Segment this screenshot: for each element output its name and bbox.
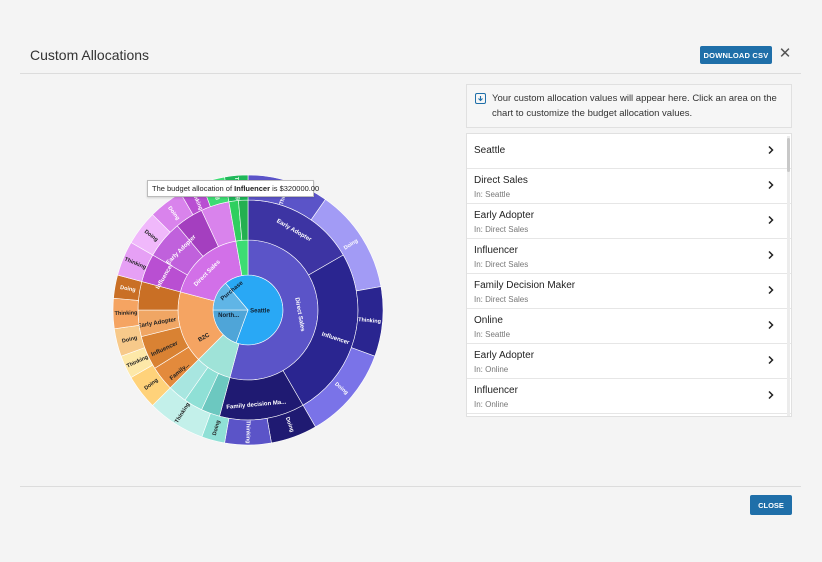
allocation-row[interactable]: Early Adopter In: Direct Sales	[467, 204, 791, 239]
allocation-parent: In: Direct Sales	[474, 225, 529, 234]
tooltip-name: Influencer	[234, 184, 270, 193]
allocation-parent: In: Seattle	[474, 330, 511, 339]
chevron-right-icon	[768, 390, 774, 400]
dialog-title: Custom Allocations	[30, 47, 150, 63]
chevron-right-icon	[768, 180, 774, 190]
allocation-label: Family Decision Maker	[474, 280, 576, 291]
allocation-row[interactable]: Direct Sales In: Seattle	[467, 169, 791, 204]
footer-divider	[20, 486, 801, 487]
allocation-label: Influencer	[474, 245, 518, 256]
list-scrollbar-thumb[interactable]	[787, 138, 790, 172]
chevron-right-icon	[768, 145, 774, 155]
segment-label: Seattle	[250, 309, 270, 315]
allocation-parent: In: Seattle	[474, 190, 511, 199]
dialog-header: Custom Allocations DOWNLOAD CSV ✕	[0, 0, 822, 75]
segment-label: Thinking	[245, 421, 251, 444]
segment-label: Doing	[284, 416, 295, 433]
chevron-right-icon	[768, 250, 774, 260]
info-text: Your custom allocation values will appea…	[492, 93, 777, 119]
allocation-list: Seattle Direct Sales In: Seattle Early Adop…	[466, 133, 792, 417]
segment-label: Family decision Ma...	[226, 400, 287, 411]
tooltip-suffix: is $320000.00	[270, 184, 320, 193]
segment-label: Doing	[120, 285, 136, 294]
tooltip-prefix: The budget allocation of	[152, 184, 235, 193]
chevron-right-icon	[768, 320, 774, 330]
allocation-label: Influencer	[474, 385, 518, 396]
segment-label: Direct Sales	[293, 297, 305, 333]
allocation-label: Seattle	[474, 145, 506, 156]
allocation-row[interactable]: Early Adopter In: Online	[467, 344, 791, 379]
allocation-row[interactable]: Family Decision Maker In: Direct Sales	[467, 274, 791, 309]
allocation-parent: In: Direct Sales	[474, 295, 529, 304]
allocation-parent: In: Online	[474, 365, 509, 374]
segment-label: Doing	[121, 335, 138, 345]
segment-label: North...	[218, 313, 239, 319]
info-icon	[475, 93, 486, 104]
allocation-row[interactable]: Seattle	[467, 134, 791, 169]
chevron-right-icon	[768, 355, 774, 365]
allocation-label: Early Adopter	[474, 210, 535, 221]
info-panel: Your custom allocation values will appea…	[466, 84, 792, 128]
allocation-label: Direct Sales	[474, 175, 528, 186]
allocation-label: Early Adopter	[474, 350, 535, 361]
allocation-row[interactable]: Online In: Seattle	[467, 309, 791, 344]
allocation-row[interactable]: Influencer In: Online	[467, 379, 791, 414]
chevron-right-icon	[768, 215, 774, 225]
allocation-parent: In: Online	[474, 400, 509, 409]
allocation-row[interactable]: Influencer In: Direct Sales	[467, 239, 791, 274]
header-divider	[20, 73, 801, 74]
segment-label: Thinking	[358, 317, 381, 325]
segment-label: Thinking	[115, 310, 138, 317]
segment-label: B2C	[197, 332, 211, 344]
chevron-right-icon	[768, 285, 774, 295]
allocation-label: Online	[474, 315, 503, 326]
sunburst-chart[interactable]: Seattle North... Purchase Direct Sales B2C Di…	[78, 140, 418, 480]
segment-label: Doing	[212, 420, 222, 437]
download-csv-button[interactable]: DOWNLOAD CSV	[700, 46, 772, 64]
list-scrollbar-track[interactable]	[787, 136, 790, 416]
close-button[interactable]: CLOSE	[750, 495, 792, 515]
allocation-parent: In: Direct Sales	[474, 260, 529, 269]
close-icon[interactable]: ✕	[778, 45, 792, 62]
chart-tooltip: The budget allocation of Influencer is $…	[147, 180, 319, 197]
